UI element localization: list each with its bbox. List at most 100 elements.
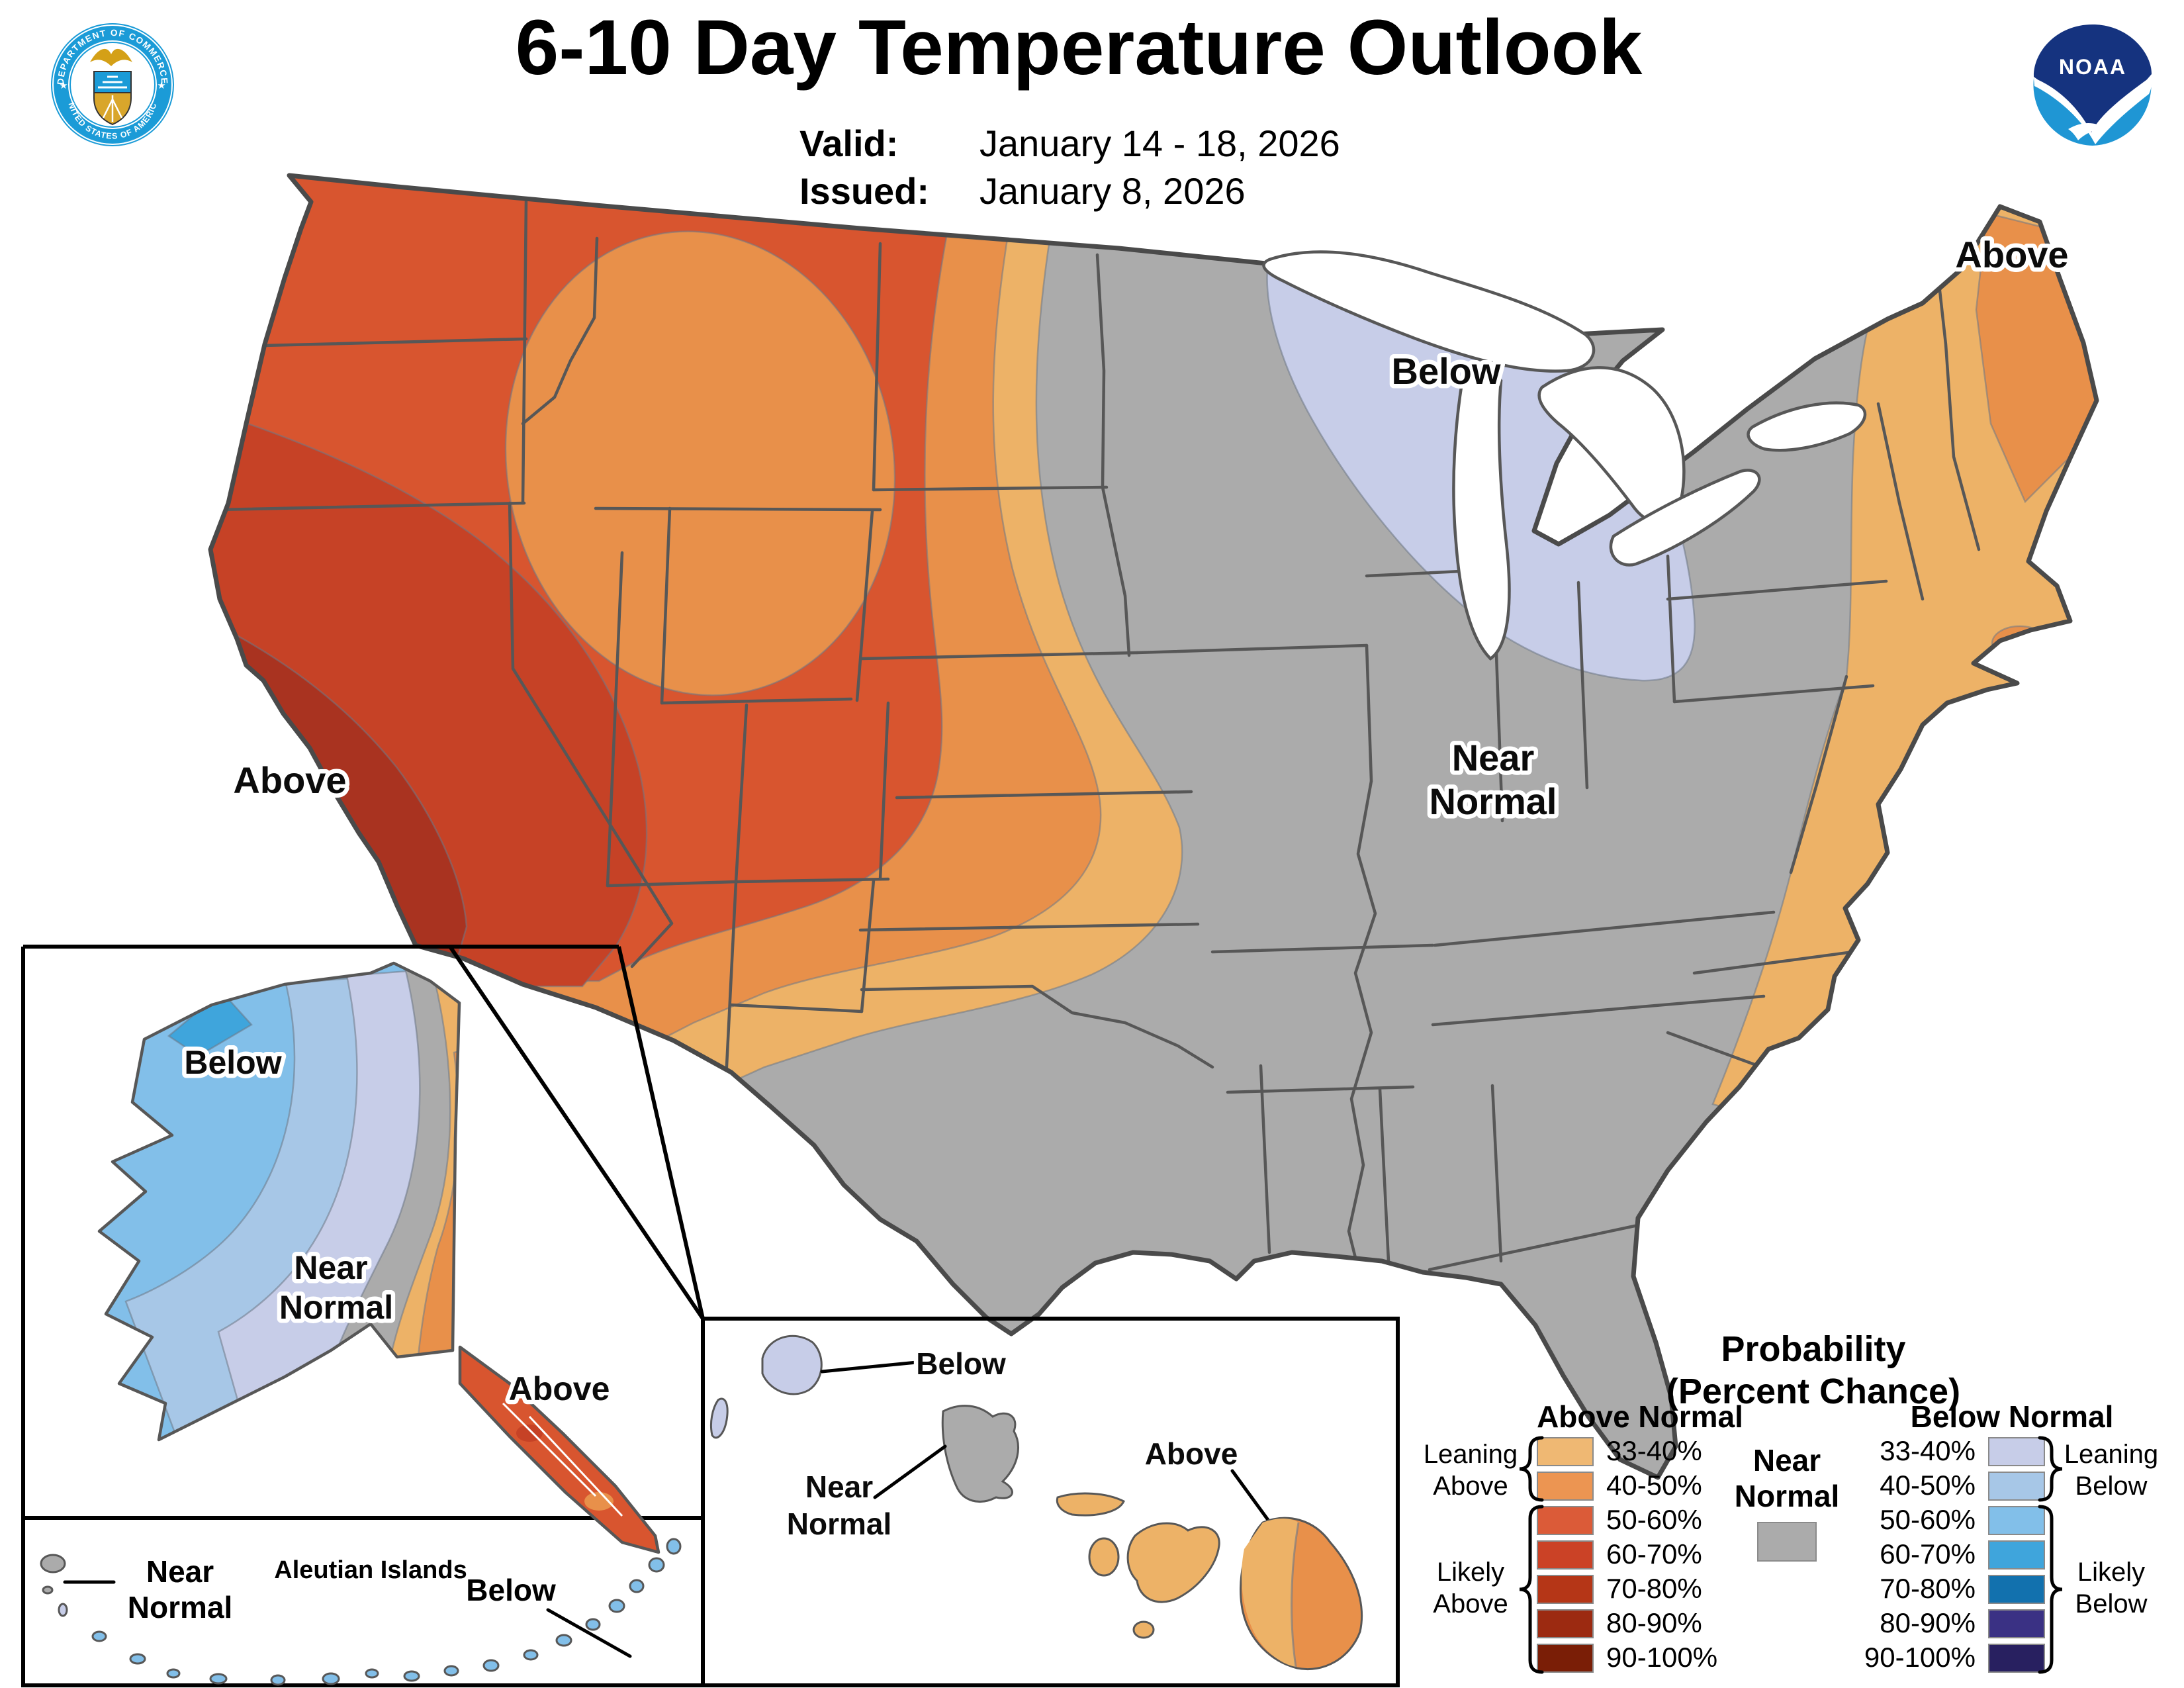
alaska-inset: Below Near Normal Above bbox=[97, 961, 660, 1554]
legend-title-line2: (Percent Chance) bbox=[1666, 1372, 1960, 1411]
alaska-panhandle-outline bbox=[458, 1345, 660, 1554]
alaska-near-label-line1: Near bbox=[294, 1249, 367, 1286]
above-row-label: 60-70% bbox=[1606, 1538, 1702, 1570]
above-swatch-33-40 bbox=[1537, 1437, 1594, 1466]
likely-below-label-line1: Likely bbox=[2077, 1558, 2145, 1587]
leaning-below-label-line2: Below bbox=[2075, 1472, 2148, 1501]
inset-frames bbox=[21, 945, 1400, 1687]
legend-above-normal-header: Above Normal bbox=[1537, 1399, 1743, 1434]
above-row-label: 33-40% bbox=[1606, 1435, 1702, 1466]
above-swatch-90-100 bbox=[1537, 1644, 1594, 1673]
legend-near-line1: Near bbox=[1753, 1443, 1821, 1477]
lanai bbox=[1088, 1537, 1120, 1577]
likely-below-label-line2: Below bbox=[2075, 1589, 2148, 1618]
below-swatch-33-40 bbox=[1988, 1437, 2045, 1466]
below-row-label: 33-40% bbox=[1880, 1435, 1976, 1466]
aleutian-below-label: Below bbox=[466, 1573, 556, 1607]
alaska-near-label-line2: Normal bbox=[279, 1289, 393, 1326]
legend: Probability (Percent Chance) Above Norma… bbox=[1424, 1329, 2158, 1674]
maui bbox=[1126, 1522, 1220, 1603]
alaska-outline bbox=[97, 961, 461, 1442]
legend-below-normal-header: Below Normal bbox=[1911, 1399, 2114, 1434]
oahu bbox=[941, 1405, 1019, 1503]
hawaii-near-label-line1: Near bbox=[805, 1470, 873, 1504]
kauai bbox=[761, 1335, 823, 1395]
leaning-below-label-line1: Leaning bbox=[2064, 1440, 2158, 1469]
above-row-label: 40-50% bbox=[1606, 1470, 1702, 1501]
legend-title-line1: Probability bbox=[1721, 1329, 1905, 1369]
conus-west-above-label: Above bbox=[233, 759, 346, 801]
below-swatch-50-60 bbox=[1988, 1506, 2045, 1535]
conus-northeast-above-label: Above bbox=[1955, 234, 2068, 275]
page-title: 6-10 Day Temperature Outlook bbox=[516, 4, 1643, 91]
issued-label: Issued: bbox=[799, 170, 929, 212]
above-swatch-60-70 bbox=[1537, 1540, 1594, 1570]
aleutian-near-label-line2: Normal bbox=[128, 1590, 232, 1624]
below-row-label: 40-50% bbox=[1880, 1470, 1976, 1501]
below-swatch-40-50 bbox=[1988, 1472, 2045, 1501]
above-swatch-40-50 bbox=[1537, 1472, 1594, 1501]
hawaii-inset: Below Near Normal Above bbox=[709, 1335, 1363, 1670]
below-swatch-90-100 bbox=[1988, 1644, 2045, 1673]
above-row-label: 50-60% bbox=[1606, 1504, 1702, 1535]
above-swatch-80-90 bbox=[1537, 1609, 1594, 1638]
lake-erie bbox=[1609, 469, 1761, 567]
above-row-label: 80-90% bbox=[1606, 1607, 1702, 1638]
great-lakes bbox=[1262, 250, 1867, 661]
likely-above-label-line1: Likely bbox=[1437, 1558, 1504, 1587]
leaning-above-label-line2: Above bbox=[1433, 1472, 1508, 1501]
lake-michigan bbox=[1452, 366, 1511, 661]
legend-above-rows: 33-40% 40-50% 50-60% 60-70% 70-80% 80-90… bbox=[1537, 1435, 1717, 1673]
above-swatch-70-80 bbox=[1537, 1575, 1594, 1604]
seal-eagle-icon bbox=[90, 48, 132, 66]
near-normal-swatch bbox=[1757, 1522, 1817, 1562]
above-row-label: 90-100% bbox=[1606, 1642, 1717, 1673]
legend-braces bbox=[1519, 1436, 2063, 1674]
state-borders bbox=[218, 197, 1981, 1278]
leaning-above-label-line1: Leaning bbox=[1424, 1440, 1518, 1469]
above-swatch-50-60 bbox=[1537, 1506, 1594, 1535]
conus-lakes-below-label: Below bbox=[1392, 350, 1501, 392]
niihau bbox=[709, 1397, 729, 1439]
below-row-label: 90-100% bbox=[1864, 1642, 1976, 1673]
conus-near-normal-label-line2: Normal bbox=[1430, 780, 1557, 822]
below-swatch-80-90 bbox=[1988, 1609, 2045, 1638]
above-row-label: 70-80% bbox=[1606, 1573, 1702, 1604]
lake-superior bbox=[1262, 250, 1596, 373]
hawaii-near-label-line2: Normal bbox=[787, 1507, 891, 1541]
hawaii-above-label: Above bbox=[1145, 1436, 1238, 1471]
likely-above-label-line2: Above bbox=[1433, 1589, 1508, 1618]
alaska-below-label: Below bbox=[184, 1044, 281, 1081]
big-island bbox=[1240, 1517, 1363, 1670]
lake-ontario bbox=[1747, 401, 1867, 452]
below-row-label: 80-90% bbox=[1880, 1607, 1976, 1638]
aleutian-inset: Near Normal Aleutian Islands Below bbox=[40, 1538, 682, 1686]
conus-outline bbox=[208, 173, 2099, 1480]
issued-value: January 8, 2026 bbox=[979, 170, 1246, 212]
alaska-above-label: Above bbox=[509, 1370, 610, 1407]
legend-near-line2: Normal bbox=[1735, 1479, 1839, 1513]
valid-value: January 14 - 18, 2026 bbox=[979, 122, 1340, 164]
legend-below-rows: 33-40% 40-50% 50-60% 60-70% 70-80% 80-90… bbox=[1864, 1435, 2045, 1673]
aleutian-island-chain bbox=[91, 1538, 682, 1686]
hawaii-below-label: Below bbox=[916, 1346, 1006, 1381]
below-row-label: 60-70% bbox=[1880, 1538, 1976, 1570]
seal-star-left-icon: ★ bbox=[59, 80, 68, 91]
noaa-logo-icon: NOAA bbox=[2032, 24, 2154, 146]
below-swatch-60-70 bbox=[1988, 1540, 2045, 1570]
legend-near-normal: Near Normal bbox=[1735, 1443, 1839, 1562]
seal-star-right-icon: ★ bbox=[157, 80, 165, 91]
seal-shield-icon bbox=[93, 71, 132, 126]
commerce-seal-icon: DEPARTMENT OF COMMERCE UNITED STATES OF … bbox=[0, 0, 174, 146]
noaa-logo-text: NOAA bbox=[2059, 55, 2126, 79]
molokai bbox=[1056, 1492, 1125, 1517]
below-swatch-70-80 bbox=[1988, 1575, 2045, 1604]
kahoolawe bbox=[1132, 1620, 1155, 1639]
header: 6-10 Day Temperature Outlook Valid: Janu… bbox=[516, 4, 1643, 212]
aleutian-near-label-line1: Near bbox=[146, 1554, 214, 1589]
aleutian-islands-title: Aleutian Islands bbox=[274, 1556, 467, 1584]
below-row-label: 70-80% bbox=[1880, 1573, 1976, 1604]
conus-near-normal-label-line1: Near bbox=[1452, 737, 1535, 778]
